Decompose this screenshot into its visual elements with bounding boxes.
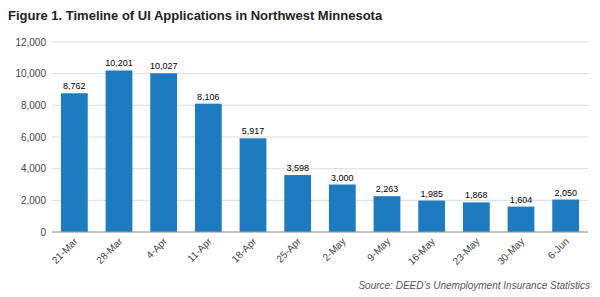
source-note: Source: DEED’s Unemployment Insurance St…	[358, 280, 590, 291]
y-tick-label: 2,000	[21, 195, 46, 206]
chart: Figure 1. Timeline of UI Applications in…	[0, 0, 600, 297]
x-tick-label: 23-May	[450, 236, 481, 267]
bar	[240, 138, 267, 232]
x-tick-label: 6-Jun	[546, 236, 571, 261]
bar	[374, 196, 401, 232]
data-label: 1,868	[465, 190, 488, 200]
bars	[61, 70, 579, 232]
x-tick-label: 2-May	[320, 236, 347, 263]
y-tick-label: 4,000	[21, 163, 46, 174]
bar	[418, 201, 445, 232]
data-label: 8,762	[63, 81, 86, 91]
grid-line	[52, 232, 588, 233]
x-axis: 21-Mar 28-Mar 4-Apr 11-Apr 18-Apr 25-Apr 2-May…	[50, 232, 588, 267]
data-label: 10,201	[105, 58, 133, 68]
y-tick-label: 10,000	[15, 68, 46, 79]
y-tick-label: 0	[40, 227, 46, 238]
chart-container: Figure 1. Timeline of UI Applications in…	[0, 0, 600, 297]
data-label: 3,598	[286, 163, 309, 173]
data-label: 2,050	[554, 188, 577, 198]
data-label: 2,263	[376, 184, 399, 194]
title: Figure 1. Timeline of UI Applications in…	[8, 8, 383, 23]
y-tick-label: 8,000	[21, 100, 46, 111]
bar	[61, 93, 88, 232]
x-tick-label: 18-Apr	[229, 235, 258, 264]
data-label: 1,604	[510, 195, 533, 205]
x-axis-line	[52, 232, 588, 233]
x-tick-label: 25-Apr	[274, 235, 303, 264]
y-tick-label: 6,000	[21, 132, 46, 143]
data-label: 8,106	[197, 92, 220, 102]
x-tick-label: 9-May	[365, 236, 392, 263]
x-tick-label: 11-Apr	[185, 235, 214, 264]
bar	[329, 185, 356, 233]
x-tick-label: 30-May	[495, 236, 526, 267]
y-tick-label: 12,000	[15, 37, 46, 48]
data-label: 1,985	[420, 189, 443, 199]
bar	[106, 70, 133, 232]
data-label: 3,000	[331, 173, 354, 183]
bar	[195, 104, 222, 232]
bar	[508, 207, 535, 232]
x-tick-label: 4-Apr	[144, 235, 170, 261]
grid-line	[52, 42, 588, 43]
x-tick-label: 28-Mar	[94, 235, 125, 266]
x-tick-label: 21-Mar	[50, 235, 81, 266]
bar	[284, 175, 311, 232]
data-labels: 8,762 10,201 10,027 8,106 5,917 3,598 3,000 2,2…	[63, 58, 577, 204]
data-label: 5,917	[242, 126, 265, 136]
grid	[52, 42, 588, 232]
x-tick-label: 16-May	[406, 236, 437, 267]
bar	[150, 73, 177, 232]
bar	[463, 202, 490, 232]
data-label: 10,027	[150, 61, 178, 71]
bar	[552, 200, 579, 232]
y-axis: 0 2,000 4,000 6,000 8,000 10,000 12,000	[15, 37, 46, 238]
